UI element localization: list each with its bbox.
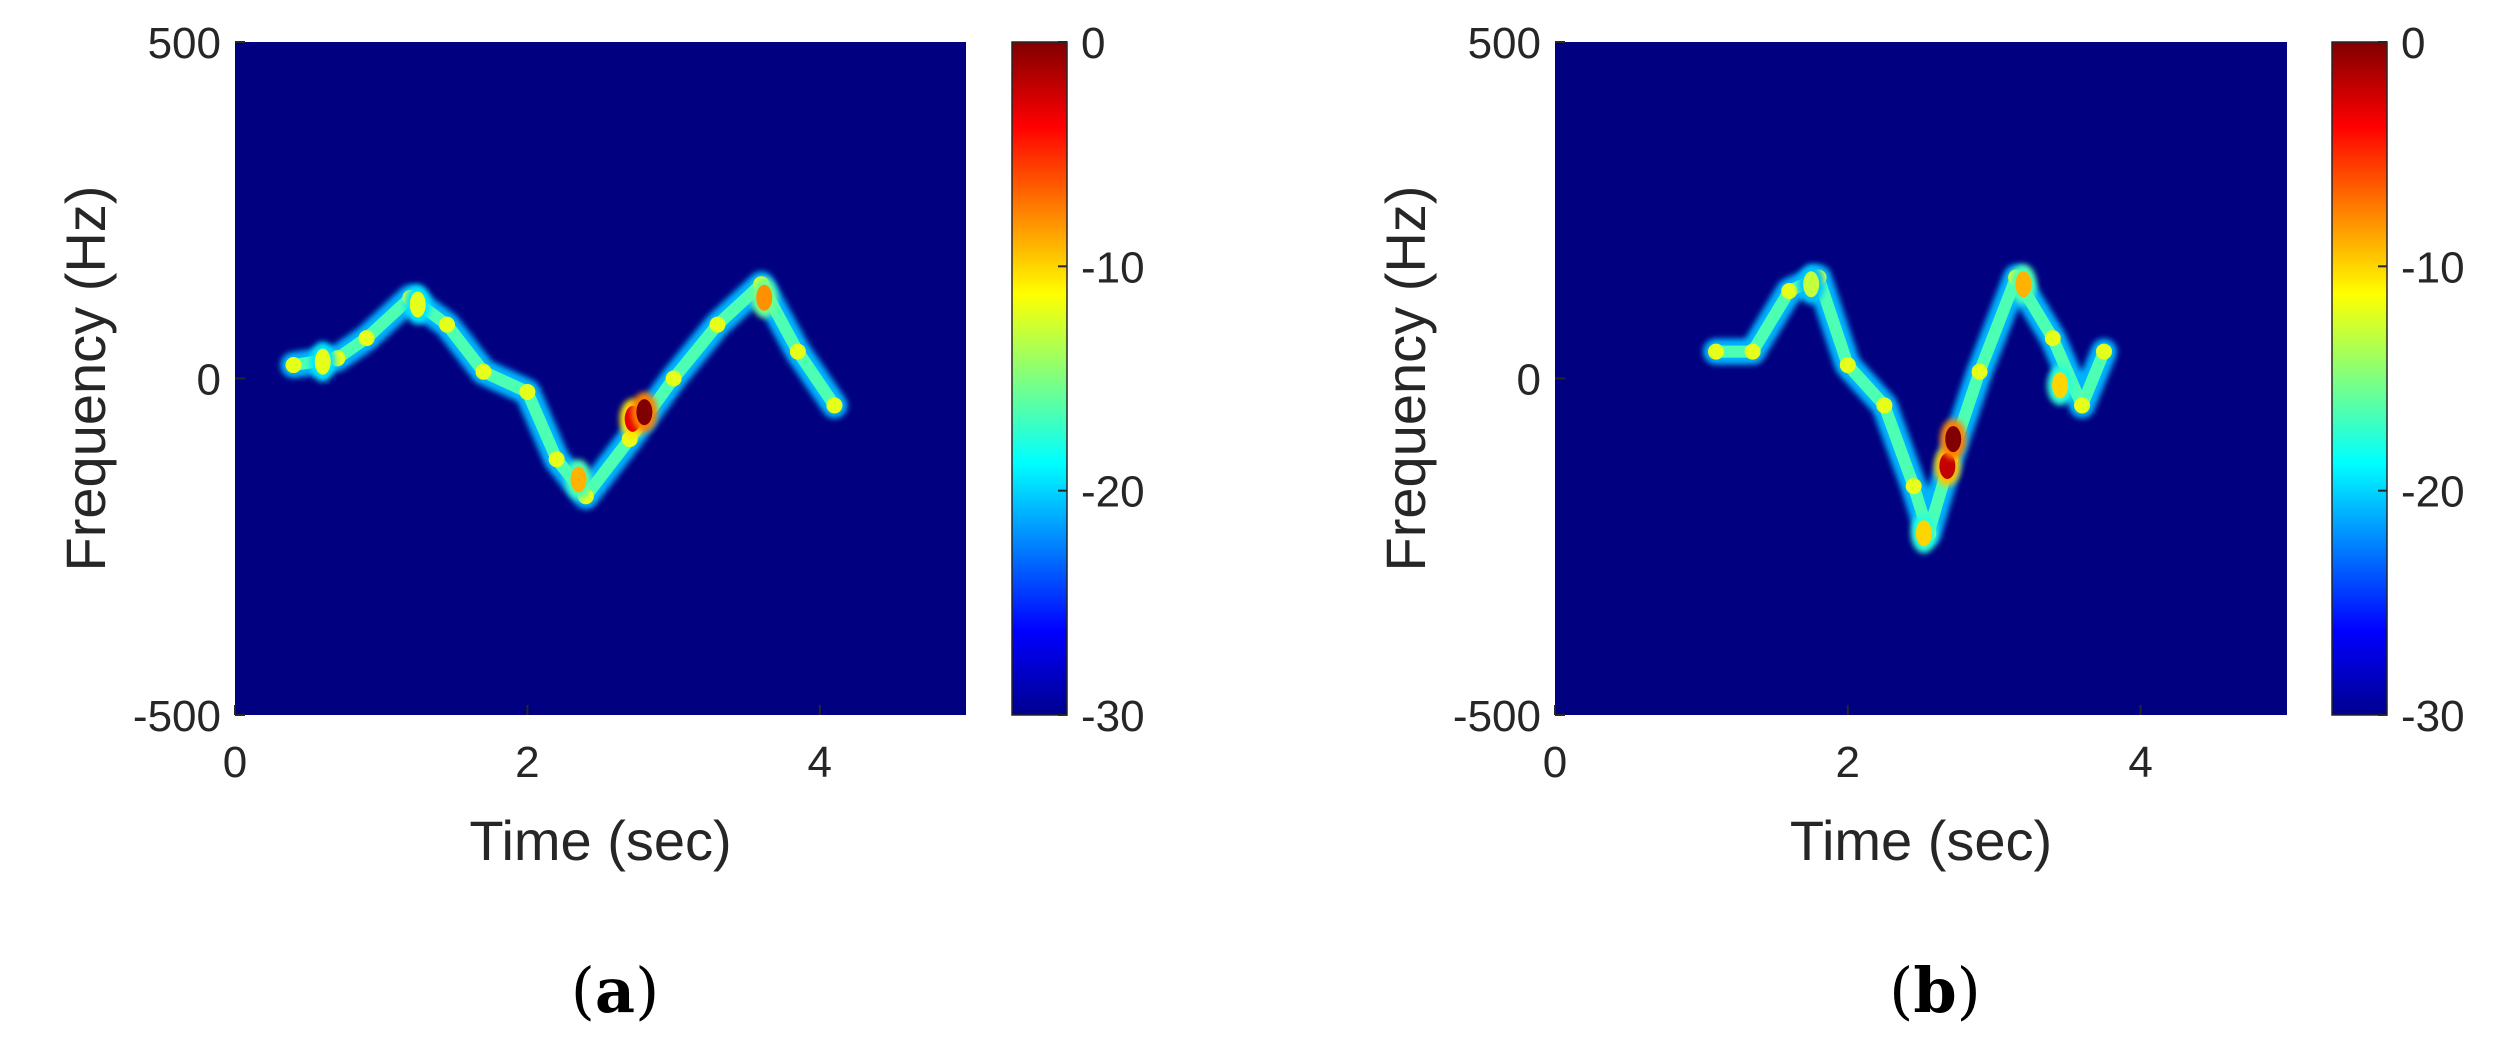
signature-point-14 (826, 397, 843, 414)
hotspot-0 (1803, 271, 1820, 298)
doppler-signature (280, 271, 848, 510)
hotspot-2 (2052, 372, 2069, 399)
y-axis-label: Frequency (Hz) (54, 186, 117, 572)
signature-point-4 (438, 316, 455, 333)
signature-point-7 (548, 451, 565, 468)
x-tick-label-2: 4 (2128, 738, 2152, 787)
y-axis-label: Frequency (Hz) (1374, 186, 1437, 572)
hotspot-0 (409, 291, 426, 318)
y-tick-label-0: 500 (1468, 19, 1541, 68)
colorbar-tick-label-1: -10 (1081, 243, 1145, 292)
y-tick-label-0: 500 (148, 19, 221, 68)
colorbar-tick-label-2: -20 (1081, 468, 1145, 517)
x-axis-label: Time (sec) (1790, 809, 2052, 872)
signature-point-2 (358, 330, 375, 347)
signature-point-6 (1905, 478, 1922, 495)
signature-point-0 (285, 357, 302, 374)
y-tick-label-2: -500 (133, 692, 221, 741)
signature-point-1 (1744, 343, 1761, 360)
signature-point-11 (709, 316, 726, 333)
panel-label: (b) (1889, 954, 1981, 1027)
signature-point-5 (1876, 397, 1893, 414)
signature-point-0 (1708, 343, 1725, 360)
x-tick-label-0: 0 (223, 738, 247, 787)
colorbar-tick-label-1: -10 (2401, 243, 2465, 292)
hotspot-3 (2015, 271, 2032, 298)
signature-point-6 (519, 383, 536, 400)
colorbar-tick-label-0: 0 (2401, 19, 2425, 68)
hotspot-5 (636, 399, 653, 426)
hotspot-1 (1915, 520, 1932, 547)
colorbar-gradient (1011, 41, 1068, 716)
doppler-signature (1703, 264, 2117, 554)
signature-point-4 (1839, 357, 1856, 374)
hotspot-4 (1939, 452, 1956, 479)
signature-point-5 (475, 363, 492, 380)
colorbar: 0 -10 -20 -30 (2331, 19, 2465, 741)
colorbar-tick-label-3: -30 (1081, 692, 1145, 741)
x-tick-label-1: 2 (515, 738, 539, 787)
hotspot-3 (756, 284, 773, 311)
signature-point-13 (2096, 343, 2112, 360)
x-tick-label-2: 4 (808, 738, 832, 787)
y-tick-label-1: 0 (197, 356, 221, 405)
hotspot-5 (1945, 426, 1962, 453)
colorbar: 0 -10 -20 -30 (1011, 19, 1145, 741)
signature-point-11 (2044, 330, 2061, 347)
y-tick-label-2: -500 (1453, 692, 1541, 741)
signature-point-13 (789, 343, 806, 360)
plot-area (235, 42, 966, 715)
x-tick-label-1: 2 (1836, 738, 1860, 787)
signature-point-12 (2074, 397, 2091, 414)
colorbar-gradient (2331, 41, 2388, 716)
x-axis-label: Time (sec) (469, 809, 731, 872)
hotspot-1 (314, 348, 331, 375)
colorbar-tick-label-2: -20 (2401, 468, 2465, 517)
colorbar-tick-label-0: 0 (1081, 19, 1105, 68)
x-tick-label-0: 0 (1543, 738, 1567, 787)
signature-point-2 (1781, 283, 1798, 300)
colorbar-tick-label-3: -30 (2401, 692, 2465, 741)
plot-area (1555, 42, 2287, 715)
signature-point-9 (1971, 363, 1988, 380)
panel-label: (a) (571, 954, 660, 1027)
signature-point-10 (665, 370, 682, 387)
hotspot-2 (570, 466, 587, 493)
y-tick-label-1: 0 (1517, 356, 1541, 405)
